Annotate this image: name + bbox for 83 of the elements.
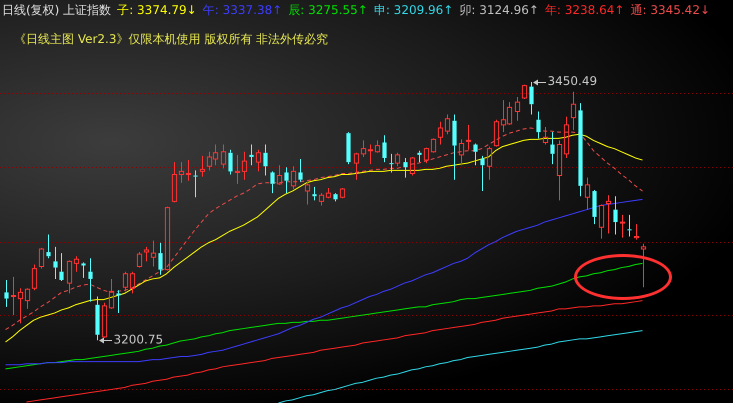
candlestick bbox=[24, 288, 30, 310]
candlestick bbox=[108, 278, 114, 310]
candlestick bbox=[486, 146, 492, 180]
text: 子: 3374.79↓ bbox=[117, 3, 197, 17]
candlestick bbox=[298, 158, 303, 182]
candlestick bbox=[158, 242, 163, 276]
text: 年: 3238.64↑ bbox=[544, 3, 624, 17]
candlestick bbox=[312, 186, 317, 201]
candlestick bbox=[389, 153, 394, 173]
candlestick bbox=[150, 240, 156, 268]
chart-subtitle: 《日线主图 Ver2.3》仅限本机使用 版权所有 非法外传必究 bbox=[14, 31, 328, 48]
candlestick bbox=[276, 164, 282, 186]
candlestick bbox=[354, 152, 360, 180]
candlestick bbox=[598, 204, 604, 240]
candlestick bbox=[578, 102, 583, 197]
candlestick bbox=[46, 234, 51, 259]
candlestick bbox=[634, 224, 640, 240]
candlestick bbox=[256, 149, 262, 172]
candlestick bbox=[458, 138, 464, 166]
candlestick bbox=[116, 290, 121, 314]
text: 通: 3345.42↓ bbox=[630, 3, 710, 17]
text: 卯: 3124.96↑ bbox=[459, 3, 539, 17]
text: 申: 3209.96↑ bbox=[374, 3, 454, 17]
candlestick bbox=[178, 162, 184, 184]
candlestick bbox=[10, 276, 16, 316]
annotation: 3200.75 bbox=[114, 332, 164, 346]
candlestick bbox=[263, 144, 268, 176]
candlestick bbox=[438, 121, 444, 146]
candlestick bbox=[556, 140, 562, 201]
candlestick bbox=[333, 192, 338, 202]
candlestick bbox=[564, 116, 570, 158]
candlestick bbox=[193, 170, 198, 198]
candlestick bbox=[466, 124, 472, 150]
candlestick bbox=[4, 279, 9, 308]
candlestick bbox=[220, 144, 226, 169]
candlestick bbox=[417, 150, 422, 163]
candlestick bbox=[290, 166, 296, 190]
candlestick bbox=[640, 243, 646, 288]
candlestick bbox=[360, 140, 366, 158]
candlestick bbox=[480, 155, 485, 192]
candlestick bbox=[584, 177, 590, 210]
candlestick bbox=[284, 166, 289, 194]
candlestick bbox=[242, 151, 248, 180]
candlestick bbox=[66, 260, 72, 294]
candlestick bbox=[144, 246, 150, 262]
chart-title: 日线(复权) 上证指数 bbox=[2, 3, 112, 17]
candlestick bbox=[606, 194, 612, 234]
candlestick bbox=[536, 110, 541, 139]
candlestick bbox=[270, 170, 275, 194]
candlestick bbox=[346, 132, 351, 165]
text: 午: 3337.38↑ bbox=[202, 3, 282, 17]
candlestick bbox=[514, 96, 520, 122]
candlestick bbox=[53, 246, 58, 280]
candlestick bbox=[234, 154, 240, 184]
candlestick bbox=[59, 252, 64, 282]
candlestick bbox=[452, 114, 457, 180]
candlestick bbox=[403, 157, 408, 178]
candlestick bbox=[88, 258, 93, 302]
candlestick bbox=[249, 144, 254, 166]
candlestick bbox=[592, 190, 597, 225]
candlestick bbox=[570, 91, 576, 131]
candlestick bbox=[18, 288, 24, 324]
candlestick bbox=[228, 149, 233, 176]
candlestick bbox=[542, 126, 548, 146]
candlestick bbox=[95, 296, 100, 341]
text: 辰: 3275.55↑ bbox=[288, 3, 368, 17]
candlestick bbox=[613, 196, 618, 235]
candlestick bbox=[368, 144, 374, 165]
candlestick bbox=[627, 214, 632, 238]
candlestick bbox=[74, 256, 80, 272]
candlestick bbox=[620, 214, 626, 238]
candlestick bbox=[81, 262, 86, 278]
annotation: 3450.49 bbox=[548, 74, 598, 88]
candlestick bbox=[172, 162, 178, 203]
candlestick bbox=[200, 155, 206, 178]
candlestick bbox=[186, 160, 192, 182]
candlestick bbox=[304, 181, 310, 205]
candlestick bbox=[122, 271, 128, 292]
candlestick bbox=[382, 134, 387, 163]
candlestick bbox=[529, 82, 534, 116]
candlestick bbox=[550, 132, 555, 165]
candlestick bbox=[130, 271, 136, 294]
candlestick bbox=[473, 143, 478, 166]
